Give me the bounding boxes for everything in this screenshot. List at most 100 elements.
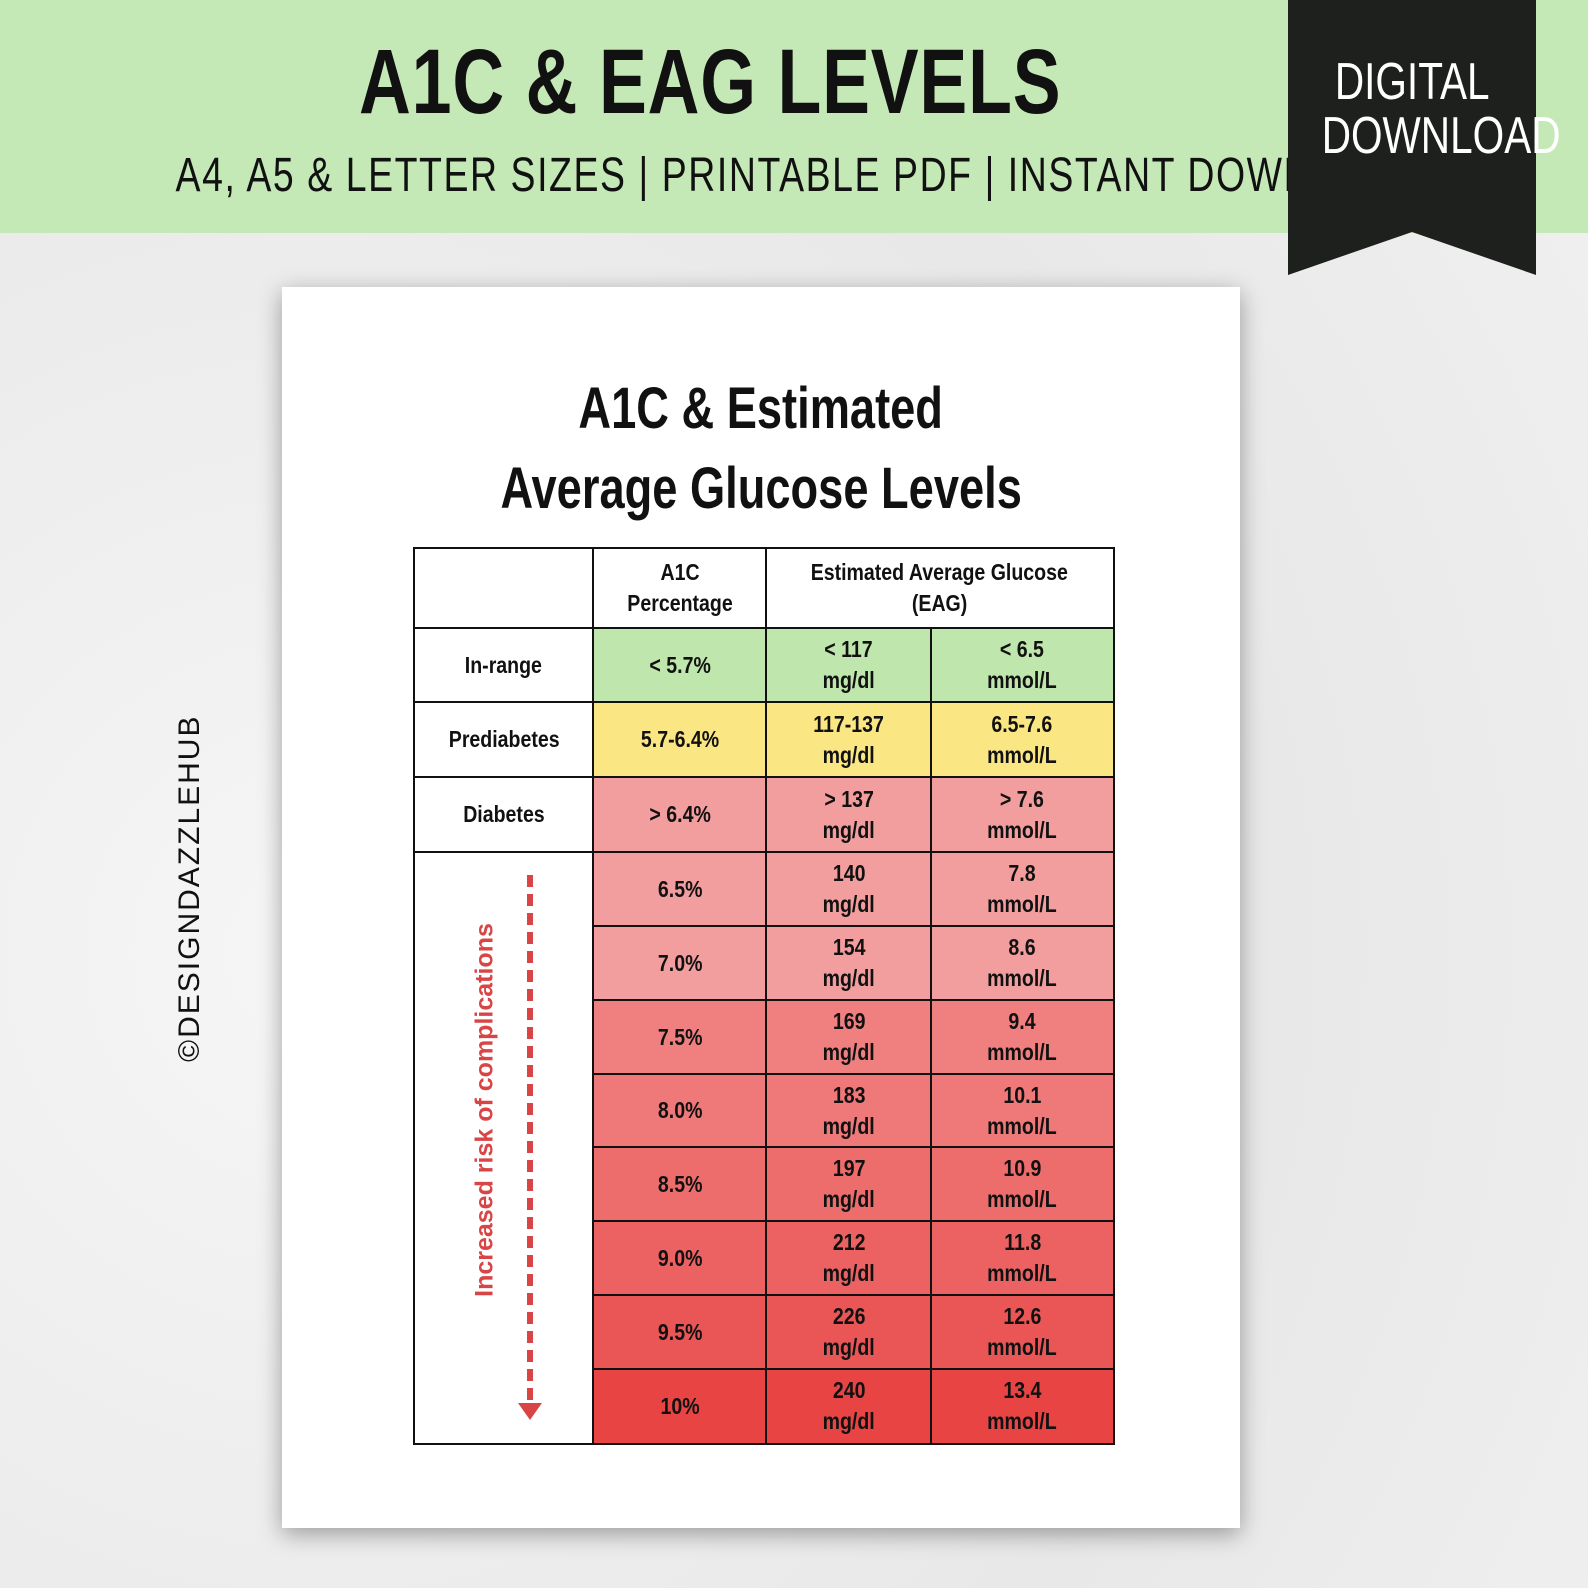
mgdl-cell: 154 mg/dl — [765, 925, 933, 1002]
mmol-cell: 12.6 mmol/L — [930, 1294, 1115, 1371]
cell-line: Estimated Average Glucose — [811, 559, 1069, 586]
document-title: Average Glucose Levels — [282, 455, 1240, 522]
cell-line: (EAG) — [912, 590, 968, 617]
cell-line: 8.6 — [1008, 934, 1036, 961]
cell-text: 8.0% — [657, 1097, 703, 1124]
cell-text: 7.5% — [657, 1023, 703, 1050]
mgdl-cell: 240 mg/dl — [765, 1368, 933, 1445]
cell-line: 11.8 — [1003, 1229, 1041, 1256]
cell-line: 9.4 — [1008, 1008, 1036, 1035]
mgdl-cell: 226 mg/dl — [765, 1294, 933, 1371]
a1c-cell: 5.7-6.4% — [592, 701, 768, 779]
mmol-cell: 7.8 mmol/L — [930, 851, 1115, 928]
cell-line: mmol/L — [987, 965, 1058, 992]
header-subtitle-text: A4, A5 & LETTER SIZES | PRINTABLE PDF | … — [175, 149, 1421, 202]
header-cell — [413, 547, 595, 630]
cell-line: mg/dl — [822, 1039, 875, 1066]
cell-line: 226 — [832, 1303, 866, 1330]
cell-text: 6.5% — [657, 875, 703, 902]
cell-line: 13.4 — [1003, 1377, 1042, 1404]
a1c-cell: < 5.7% — [592, 627, 768, 704]
cell-line: 183 — [832, 1081, 866, 1108]
cell-line: mg/dl — [822, 741, 875, 768]
cell-line: > 7.6 — [1000, 785, 1045, 812]
side-label: Increased risk of complications — [470, 923, 499, 1297]
cell-text: Prediabetes — [448, 726, 560, 753]
document-title: A1C & Estimated — [282, 375, 1240, 442]
cell-line: 212 — [832, 1229, 866, 1256]
cell-line: mmol/L — [987, 1112, 1058, 1139]
cell-text: 10% — [660, 1392, 700, 1419]
risk-arrow — [518, 875, 542, 1420]
cell-line: 169 — [832, 1008, 866, 1035]
cell-text: 7.0% — [657, 949, 703, 976]
cell-line: mg/dl — [822, 1408, 875, 1435]
header-cell: A1C Percentage — [592, 547, 768, 630]
a1c-cell: 8.5% — [592, 1146, 768, 1223]
cell-line: 154 — [832, 934, 866, 961]
a1c-cell: 8.0% — [592, 1073, 768, 1149]
a1c-cell: > 6.4% — [592, 776, 768, 854]
cell-line: < 6.5 — [1000, 636, 1045, 663]
a1c-cell: 7.5% — [592, 999, 768, 1076]
cell-text: 8.5% — [657, 1170, 703, 1197]
cell-line: mmol/L — [987, 741, 1058, 768]
cell-text: 5.7-6.4% — [640, 726, 719, 753]
mgdl-cell: 169 mg/dl — [765, 999, 933, 1076]
mgdl-cell: < 117 mg/dl — [765, 627, 933, 704]
mmol-cell: 11.8 mmol/L — [930, 1220, 1115, 1297]
cell-line: mg/dl — [822, 891, 875, 918]
badge-line: DOWNLOAD — [1288, 106, 1561, 166]
cell-line: mg/dl — [822, 667, 875, 694]
header-subtitle: A4, A5 & LETTER SIZES | PRINTABLE PDF | … — [0, 148, 1419, 203]
mmol-cell: 8.6 mmol/L — [930, 925, 1115, 1002]
cell-line: 140 — [832, 860, 866, 887]
cell-line: mg/dl — [822, 1186, 875, 1213]
mgdl-cell: 212 mg/dl — [765, 1220, 933, 1297]
cell-line: mmol/L — [987, 1260, 1058, 1287]
document-title-line: Average Glucose Levels — [500, 456, 1022, 521]
row-label: Prediabetes — [413, 701, 595, 779]
watermark: ©DESIGNDAZZLEHUB — [173, 714, 206, 1062]
badge-text: DOWNLOAD — [1321, 107, 1561, 165]
cell-line: mmol/L — [987, 1408, 1058, 1435]
a1c-cell: 6.5% — [592, 851, 768, 928]
cell-line: > 137 — [824, 785, 874, 812]
cell-line: 10.9 — [1003, 1155, 1042, 1182]
cell-line: mmol/L — [987, 891, 1058, 918]
cell-text: In-range — [465, 651, 543, 678]
cell-line: mg/dl — [822, 1260, 875, 1287]
cell-line: mg/dl — [822, 1334, 875, 1361]
a1c-cell: 7.0% — [592, 925, 768, 1002]
cell-line: mg/dl — [822, 1112, 875, 1139]
header-title: A1C & EAG LEVELS — [0, 30, 1420, 135]
row-label: Diabetes — [413, 776, 595, 854]
cell-line: mg/dl — [822, 965, 875, 992]
row-label: In-range — [413, 627, 595, 704]
badge-line: DIGITAL — [1288, 52, 1536, 112]
mmol-cell: 13.4 mmol/L — [930, 1368, 1115, 1445]
mgdl-cell: 117-137 mg/dl — [765, 701, 933, 779]
mmol-cell: 6.5-7.6 mmol/L — [930, 701, 1115, 779]
badge — [1288, 0, 1536, 275]
cell-line: mmol/L — [987, 1039, 1058, 1066]
cell-text: > 6.4% — [649, 801, 711, 828]
cell-line: mmol/L — [987, 1334, 1058, 1361]
header-title-text: A1C & EAG LEVELS — [358, 31, 1062, 133]
cell-line: 10.1 — [1003, 1081, 1042, 1108]
mgdl-cell: > 137 mg/dl — [765, 776, 933, 854]
cell-line: mmol/L — [987, 816, 1058, 843]
cell-line: 7.8 — [1008, 860, 1036, 887]
cell-line: mmol/L — [987, 667, 1058, 694]
cell-line: Percentage — [627, 590, 733, 617]
cell-line: A1C — [660, 559, 700, 586]
a1c-cell: 10% — [592, 1368, 768, 1445]
cell-line: 117-137 — [813, 710, 885, 737]
cell-line: 197 — [832, 1155, 866, 1182]
cell-line: < 117 — [824, 636, 873, 663]
mgdl-cell: 140 mg/dl — [765, 851, 933, 928]
header-cell: Estimated Average Glucose (EAG) — [765, 547, 1115, 630]
a1c-cell: 9.0% — [592, 1220, 768, 1297]
risk-label-cell — [413, 851, 595, 1445]
